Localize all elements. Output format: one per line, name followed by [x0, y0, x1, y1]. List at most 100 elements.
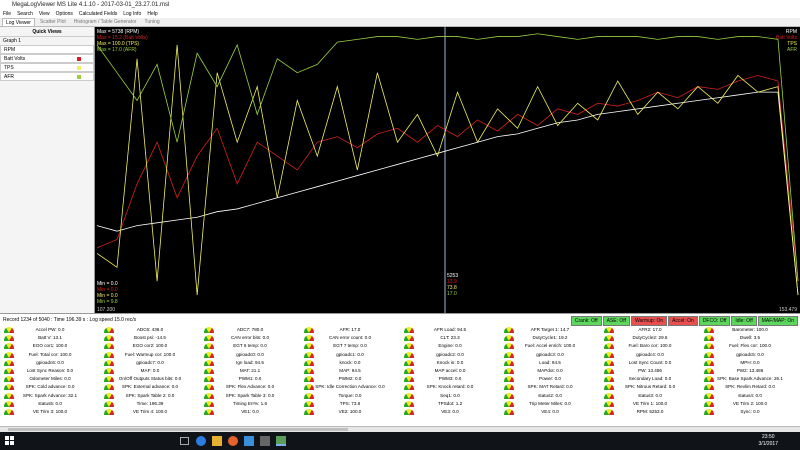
menu-item[interactable]: Options — [55, 11, 73, 17]
gauge[interactable]: Odometer Miles: 0.0 — [0, 375, 100, 383]
gauge[interactable]: MAPdot: 0.0 — [500, 367, 600, 375]
gauge[interactable]: TPSdot: 1.2 — [400, 400, 500, 408]
gauge[interactable]: Engine: 0.0 — [400, 342, 500, 350]
gauge[interactable]: PW2: 13.486 — [700, 367, 800, 375]
gauge[interactable]: Load: 94.5 — [500, 359, 600, 367]
gauge[interactable]: Timing Err%: 1.6 — [200, 400, 300, 408]
gauge[interactable]: Fuel: Flex cor: 100.0 — [700, 342, 800, 350]
gauge[interactable]: status2: 0.0 — [500, 392, 600, 400]
gauge[interactable]: gpioadc0: 0.0 — [200, 351, 300, 359]
explorer-icon[interactable] — [212, 436, 222, 446]
menu-item[interactable]: Search — [17, 11, 33, 17]
gauge[interactable]: PWM1: 0.0 — [200, 375, 300, 383]
gauge[interactable]: SPK: Base Spark Advance: 26.1 — [700, 375, 800, 383]
firefox-icon[interactable] — [228, 436, 238, 446]
gauge[interactable]: gpioadc2: 0.0 — [400, 351, 500, 359]
gauge[interactable]: CLT: 23.3 — [400, 334, 500, 342]
gauge[interactable]: EGO cor2: 100.0 — [100, 342, 200, 350]
gauge[interactable]: SPK: Flex Advance: 0.0 — [200, 383, 300, 391]
field-item[interactable]: Batt Volts — [0, 54, 94, 63]
gauge[interactable]: VE1: 0.0 — [200, 408, 300, 416]
gauge[interactable]: DutyCycle2: 29.5 — [600, 334, 700, 342]
gauge[interactable]: EGT 6 temp: 0.0 — [200, 342, 300, 350]
menu-item[interactable]: Calculated Fields — [78, 11, 118, 17]
gauge[interactable]: SPK: MAT Retard: 0.0 — [500, 383, 600, 391]
menu-item[interactable]: File — [3, 11, 12, 17]
tab[interactable]: Log Viewer — [2, 18, 35, 26]
gauge[interactable]: knock: 0.0 — [300, 359, 400, 367]
gauge[interactable]: VE3: 0.0 — [400, 408, 500, 416]
gauge[interactable]: gpioadc6: 0.0 — [0, 359, 100, 367]
gauge[interactable]: status4: 0.0 — [700, 392, 800, 400]
gauge[interactable]: CAN error bits: 0.0 — [200, 334, 300, 342]
gauge[interactable]: Boost psi: -14.5 — [100, 334, 200, 342]
gauge[interactable]: Fuel: Warmup cor: 100.0 — [100, 351, 200, 359]
gauge[interactable]: Lost Sync Count: 0.0 — [600, 359, 700, 367]
gauge[interactable]: PW: 13.486 — [600, 367, 700, 375]
megalog-icon[interactable] — [276, 436, 286, 446]
gauge[interactable]: Time: 196.39 — [100, 400, 200, 408]
gauge[interactable]: SPK: Cold advance: 0.0 — [0, 383, 100, 391]
gauge[interactable]: SPK: External advance: 0.0 — [100, 383, 200, 391]
gauge[interactable]: Sync: 0.0 — [700, 408, 800, 416]
gauge[interactable]: MAT: 21.1 — [200, 367, 300, 375]
gauge[interactable]: MPH: 0.0 — [700, 359, 800, 367]
gauge[interactable]: SPK: Knock retard: 0.0 — [400, 383, 500, 391]
gauge[interactable]: ADC6: 436.0 — [100, 326, 200, 334]
gauge[interactable]: RPM: 5253.0 — [600, 408, 700, 416]
gauge[interactable]: MAP: 94.5 — [300, 367, 400, 375]
gauge[interactable]: On/Off Outputs Status bits: 0.0 — [100, 375, 200, 383]
scrollbar[interactable] — [0, 426, 800, 432]
gauge[interactable]: VE4: 0.0 — [500, 408, 600, 416]
edge-icon[interactable] — [196, 436, 206, 446]
gauge[interactable]: Secondary Load: 0.0 — [600, 375, 700, 383]
gauge[interactable]: AFR2: 17.0 — [600, 326, 700, 334]
store-icon[interactable] — [244, 436, 254, 446]
menu-item[interactable]: Log Info — [123, 11, 142, 17]
gauge[interactable]: gpioadc4: 0.0 — [600, 351, 700, 359]
field-item[interactable]: TPS — [0, 63, 94, 72]
gauge[interactable]: DutyCycle1: 19.2 — [500, 334, 600, 342]
gauge[interactable]: gpioadc3: 0.0 — [500, 351, 600, 359]
tab[interactable]: Histogram / Table Generator — [73, 19, 137, 25]
gauge[interactable]: TPS: 73.8 — [300, 400, 400, 408]
gauge[interactable]: Accel PW: 0.0 — [0, 326, 100, 334]
gauge[interactable]: gpioadc5: 0.0 — [700, 351, 800, 359]
gauge[interactable]: VE Trim 1: 100.0 — [600, 400, 700, 408]
gauge[interactable]: Fuel: Baro cor: 100.0 — [600, 342, 700, 350]
gauge[interactable]: Power: 0.0 — [500, 375, 600, 383]
gauge[interactable]: Dwell: 3.5 — [700, 334, 800, 342]
gauge[interactable]: MAF: 0.0 — [100, 367, 200, 375]
gauge[interactable]: gpioadc7: 0.0 — [100, 359, 200, 367]
gauge[interactable]: gpioadc1: 0.0 — [300, 351, 400, 359]
gauge[interactable]: PWM2: 0.0 — [300, 375, 400, 383]
gauge[interactable]: SPK: Idle Correction Advance: 0.0 — [300, 383, 400, 391]
gauge[interactable]: MAP accel: 0.0 — [400, 367, 500, 375]
app-icon[interactable] — [260, 436, 270, 446]
start-button[interactable] — [5, 436, 15, 446]
tab[interactable]: Scatter Plot — [39, 19, 66, 25]
gauge[interactable]: SPK: Spark Table 2: 0.0 — [100, 392, 200, 400]
gauge[interactable]: VE Trim 2: 100.0 — [700, 400, 800, 408]
gauge[interactable]: status5: 0.0 — [0, 400, 100, 408]
gauge[interactable]: PWM3: 0.0 — [400, 375, 500, 383]
gauge[interactable]: VE Trim 4: 100.0 — [100, 408, 200, 416]
menu-item[interactable]: Help — [147, 11, 158, 17]
gauge[interactable]: AFR Target 1: 14.7 — [500, 326, 600, 334]
gauge[interactable]: Ign load: 94.5 — [200, 359, 300, 367]
gauge[interactable]: Trip Meter Miles: 0.0 — [500, 400, 600, 408]
gauge[interactable]: EGO cor1: 100.0 — [0, 342, 100, 350]
gauge[interactable]: AFR Load: 94.5 — [400, 326, 500, 334]
gauge[interactable]: SPK: Revlim Retard: 0.0 — [700, 383, 800, 391]
gauge[interactable]: ADC7: 780.0 — [200, 326, 300, 334]
menu-item[interactable]: View — [38, 11, 50, 17]
gauge[interactable]: SPK: Spark Table 3: 0.0 — [200, 392, 300, 400]
gauge[interactable]: Fuel: Accel enrich: 100.0 — [500, 342, 600, 350]
tab[interactable]: Tuning — [144, 19, 160, 25]
field-item[interactable]: RPM — [0, 45, 94, 54]
gauge[interactable]: AFR: 17.0 — [300, 326, 400, 334]
gauge[interactable]: Seq1: 0.0 — [400, 392, 500, 400]
gauge[interactable]: Lost Sync Reason: 0.0 — [0, 367, 100, 375]
gauge[interactable]: VE Trim 3: 100.0 — [0, 408, 100, 416]
gauge[interactable]: Fuel: Total cor: 100.0 — [0, 351, 100, 359]
